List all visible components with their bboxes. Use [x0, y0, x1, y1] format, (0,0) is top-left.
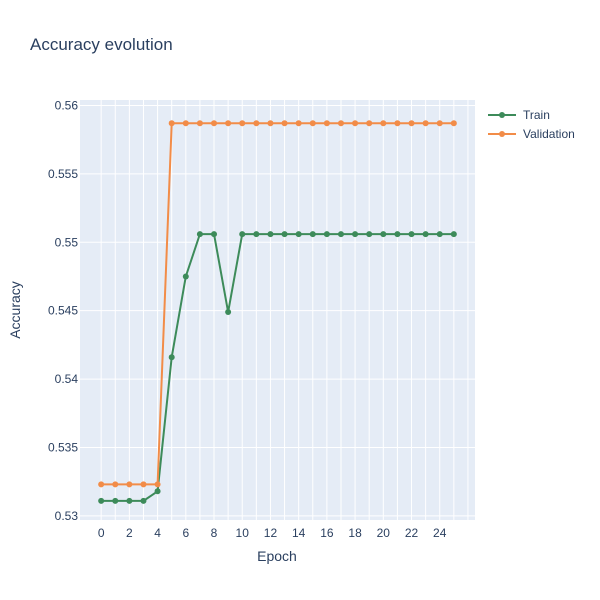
data-point [182, 273, 189, 280]
data-point [112, 481, 119, 488]
x-tick-label: 2 [126, 526, 133, 540]
y-tick-label: 0.56 [55, 98, 79, 112]
data-point [337, 120, 344, 127]
data-point [408, 120, 415, 127]
data-point [309, 231, 316, 238]
data-point [450, 120, 457, 127]
chart-title: Accuracy evolution [30, 35, 173, 54]
data-point [323, 231, 330, 238]
series-validation [98, 120, 457, 488]
data-point [380, 120, 387, 127]
x-tick-label: 18 [348, 526, 362, 540]
data-point [211, 231, 218, 238]
data-point [366, 120, 373, 127]
data-point [436, 120, 443, 127]
legend-swatch-marker [499, 112, 505, 118]
data-point [168, 354, 175, 361]
x-tick-label: 24 [433, 526, 447, 540]
data-point [267, 231, 274, 238]
x-tick-label: 8 [211, 526, 218, 540]
legend-swatch-marker [499, 131, 505, 137]
data-point [98, 481, 105, 488]
data-point [225, 309, 232, 316]
x-tick-label: 22 [405, 526, 419, 540]
x-tick-label: 20 [377, 526, 391, 540]
plot-area [80, 100, 475, 520]
legend-label: Validation [523, 127, 575, 141]
data-point [253, 231, 260, 238]
data-point [112, 497, 119, 504]
y-axis-title: Accuracy [7, 281, 23, 339]
y-axis-ticks: 0.53 0.535 0.54 0.545 0.55 0.555 0.56 [48, 98, 78, 522]
data-point [394, 120, 401, 127]
series-layer [98, 120, 457, 504]
data-point [422, 231, 429, 238]
x-tick-label: 6 [182, 526, 189, 540]
data-point [239, 120, 246, 127]
y-tick-label: 0.54 [55, 372, 79, 386]
legend-item-train[interactable]: Train [488, 108, 550, 122]
legend[interactable]: Train Validation [488, 108, 575, 141]
x-axis-ticks: 0 2 4 6 8 10 12 14 16 18 20 22 24 [98, 526, 447, 540]
data-point [295, 120, 302, 127]
data-point [154, 481, 161, 488]
x-axis-title: Epoch [257, 548, 297, 564]
data-point [281, 231, 288, 238]
grid [80, 100, 475, 520]
data-point [239, 231, 246, 238]
data-point [352, 120, 359, 127]
data-point [140, 481, 147, 488]
data-point [408, 231, 415, 238]
y-tick-label: 0.545 [48, 304, 78, 318]
data-point [267, 120, 274, 127]
data-point [211, 120, 218, 127]
data-point [352, 231, 359, 238]
x-tick-label: 16 [320, 526, 334, 540]
data-point [126, 497, 133, 504]
y-tick-label: 0.535 [48, 440, 78, 454]
data-point [253, 120, 260, 127]
data-point [366, 231, 373, 238]
x-tick-label: 12 [264, 526, 278, 540]
data-point [337, 231, 344, 238]
data-point [450, 231, 457, 238]
x-tick-label: 4 [154, 526, 161, 540]
data-point [225, 120, 232, 127]
data-point [309, 120, 316, 127]
data-point [295, 231, 302, 238]
legend-item-validation[interactable]: Validation [488, 127, 575, 141]
data-point [182, 120, 189, 127]
data-point [380, 231, 387, 238]
data-point [154, 488, 161, 495]
data-point [281, 120, 288, 127]
series-train [98, 231, 457, 504]
data-point [196, 231, 203, 238]
y-tick-label: 0.555 [48, 167, 78, 181]
data-point [196, 120, 203, 127]
legend-label: Train [523, 108, 550, 122]
data-point [126, 481, 133, 488]
data-point [168, 120, 175, 127]
data-point [394, 231, 401, 238]
data-point [140, 497, 147, 504]
x-tick-label: 10 [236, 526, 250, 540]
y-tick-label: 0.53 [55, 509, 79, 523]
x-tick-label: 0 [98, 526, 105, 540]
data-point [422, 120, 429, 127]
data-point [98, 497, 105, 504]
data-point [436, 231, 443, 238]
x-tick-label: 14 [292, 526, 306, 540]
data-point [323, 120, 330, 127]
y-tick-label: 0.55 [55, 235, 79, 249]
